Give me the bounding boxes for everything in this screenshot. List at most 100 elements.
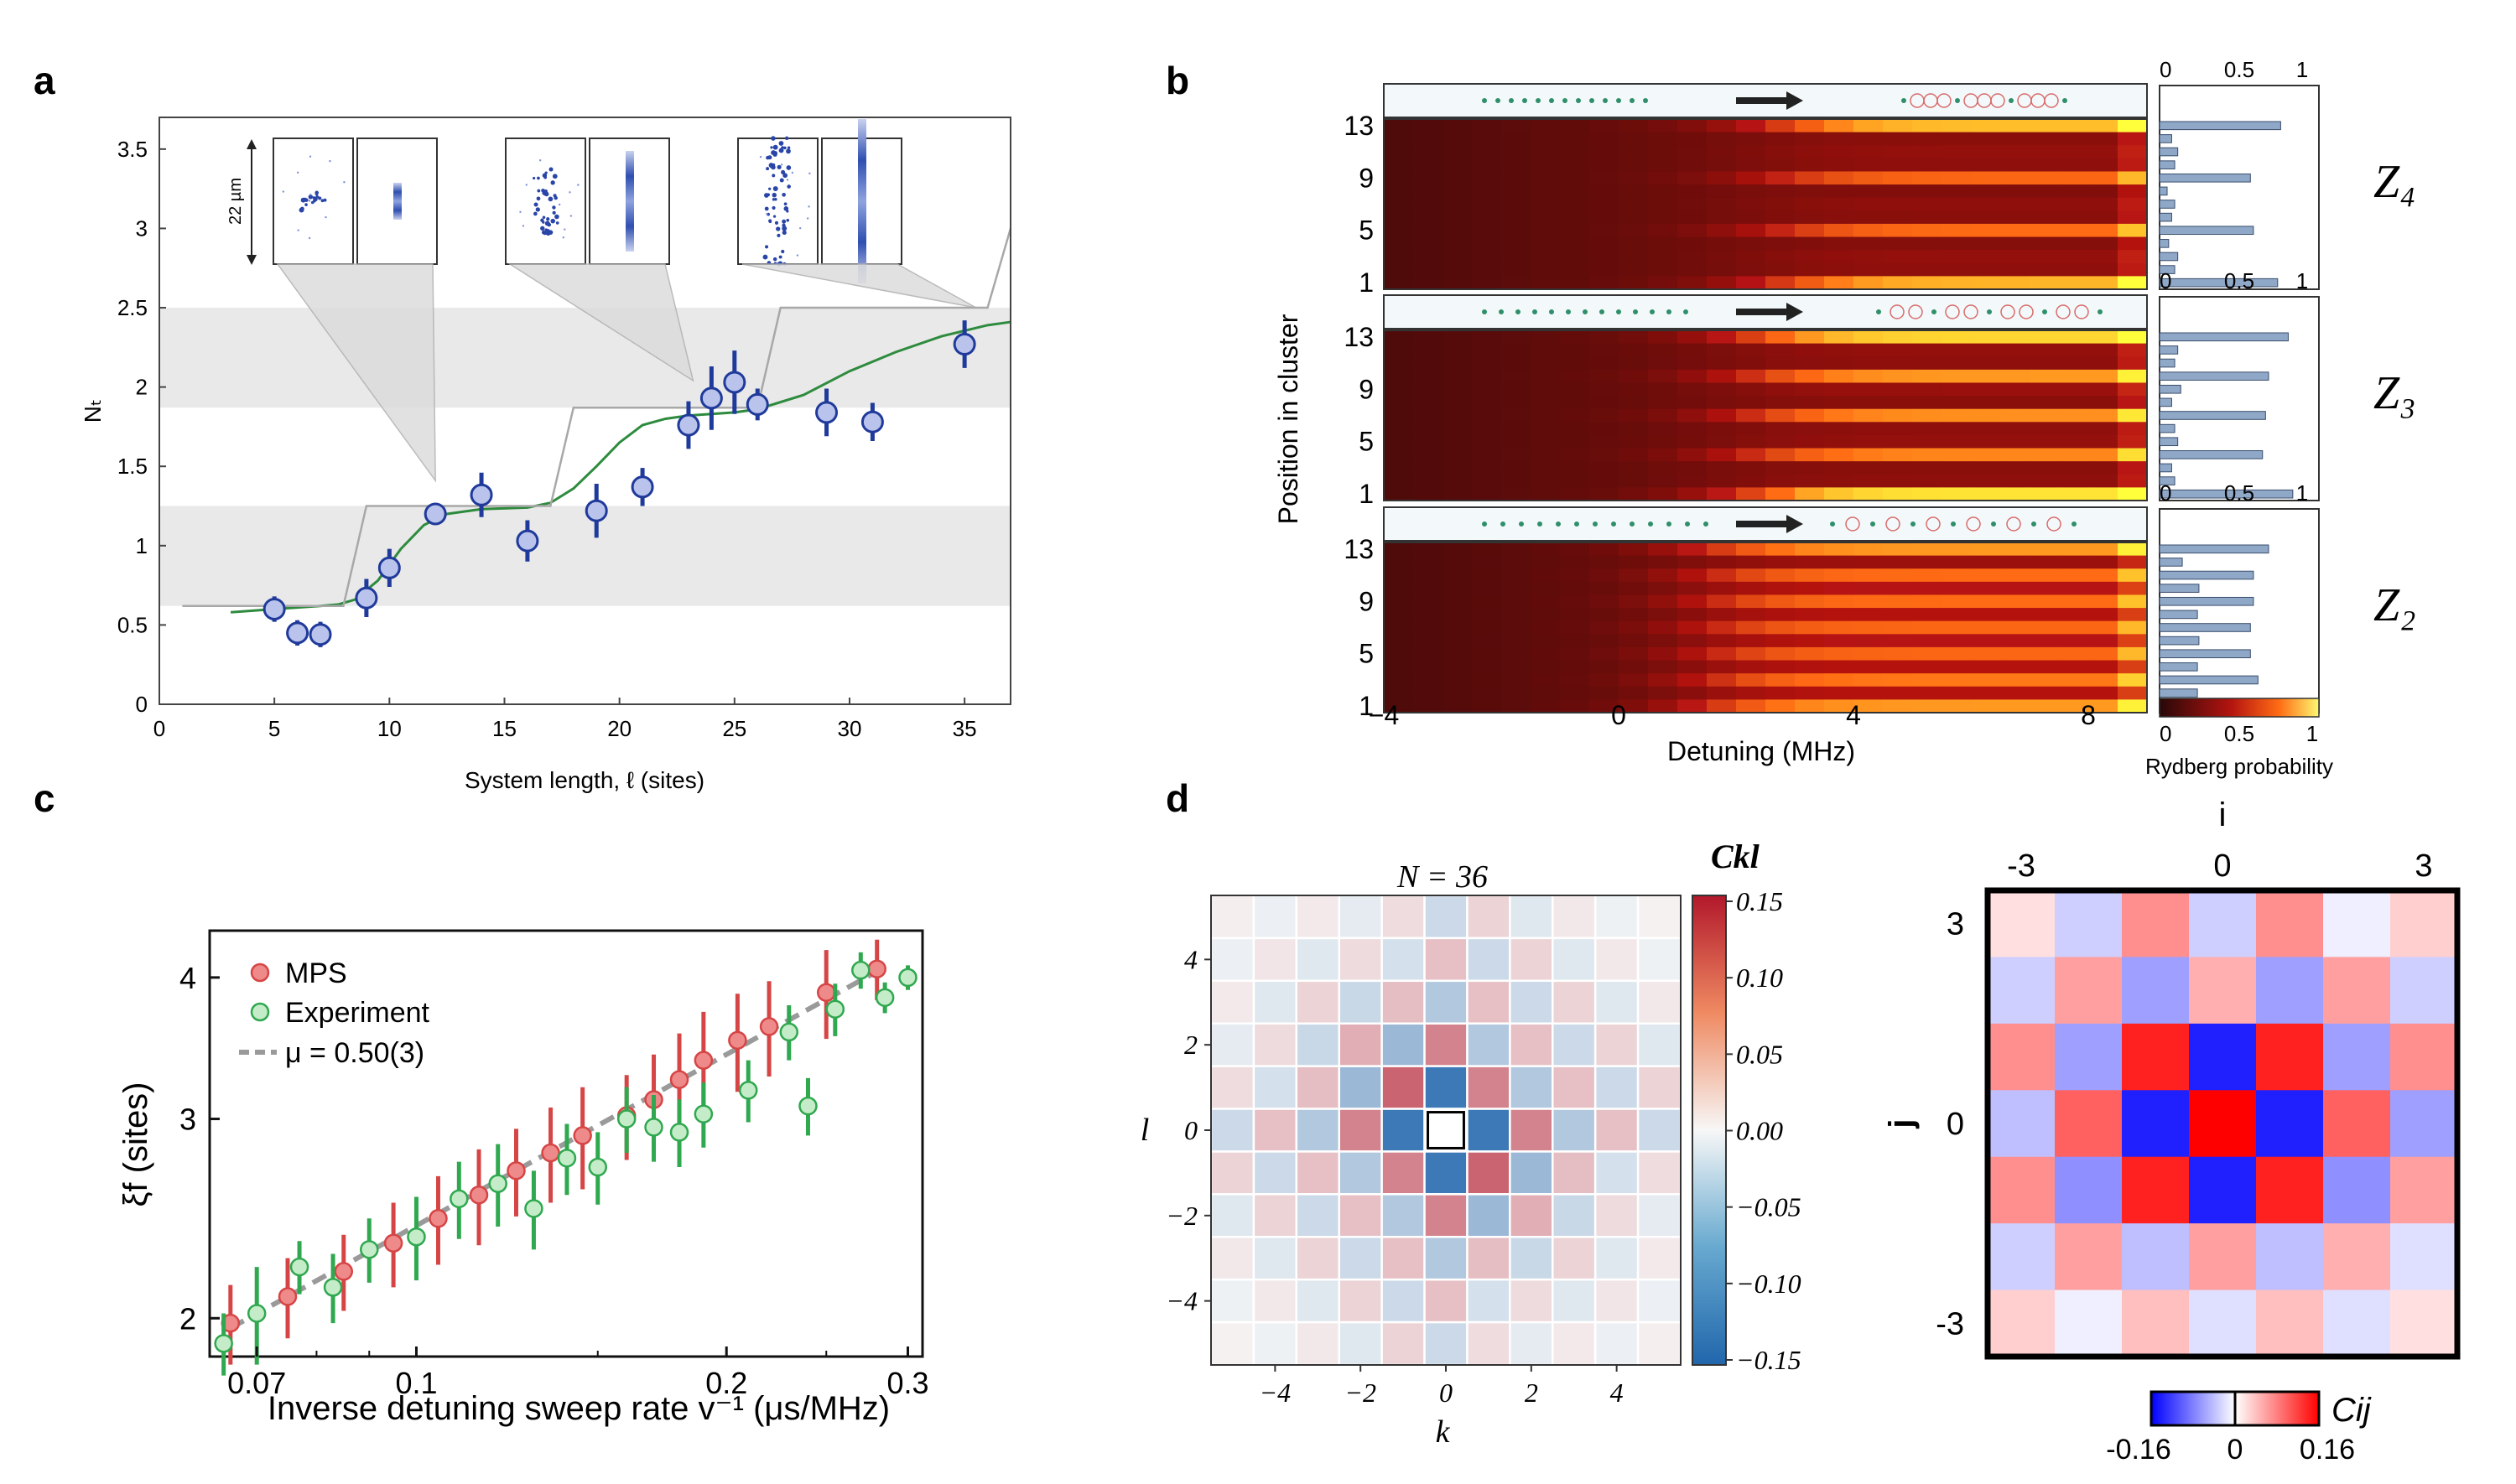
d-right-ytick: 3 (1947, 907, 1964, 942)
b-heatmap-cell (1677, 145, 1708, 159)
b-heatmap-cell (1795, 330, 1825, 345)
b-atom (1532, 309, 1537, 314)
a-inset-atom (522, 225, 525, 227)
b-heatmap-cell (1501, 568, 1531, 583)
d-left-cell (1338, 1108, 1383, 1153)
b-probability-bar (2159, 489, 2294, 499)
b-heatmap-cell (1560, 594, 1590, 609)
b-heatmap-cell (2118, 236, 2148, 251)
b-heatmap-cell (2000, 620, 2030, 635)
b-heatmap-cell (1501, 210, 1531, 225)
b-heatmap-cell (2059, 210, 2089, 225)
a-inset-images: 22 µm (226, 119, 977, 483)
a-ytick-label: 3.5 (117, 137, 148, 162)
b-heatmap-cell (1443, 686, 1473, 700)
b-heatmap-cell (1560, 686, 1590, 700)
a-inset-atom (343, 181, 346, 184)
b-phase-label: Z₃ (2373, 367, 2416, 419)
b-heatmap-cell (1912, 223, 1942, 238)
b-heatmap-cell (1707, 250, 1737, 264)
b-heatmap-cell (1824, 145, 1854, 159)
b-heatmap-cell (1912, 568, 1942, 583)
b-heatmap-cell (2030, 396, 2060, 410)
d-left-cell (1466, 1278, 1511, 1324)
b-heatmap-cell (1384, 184, 1414, 199)
b-atom (1830, 521, 1835, 527)
b-heatmap-cell (1824, 330, 1854, 345)
b-heatmap-cell (1589, 474, 1619, 488)
b-heatmap-cell (1472, 236, 1502, 251)
d-left-cell (1509, 937, 1554, 983)
b-heatmap-cell (1560, 461, 1590, 475)
b-probability-bar (2159, 688, 2198, 698)
b-heatmap-cell (2000, 461, 2030, 475)
a-xtick-label: 15 (492, 716, 517, 741)
b-heatmap-cell (1942, 343, 1972, 357)
b-heatmap-cell (1942, 119, 1972, 133)
b-heatmap-cell (1501, 330, 1531, 345)
b-heatmap-cell (1501, 646, 1531, 662)
c-xtick-label: 0.07 (227, 1366, 286, 1400)
b-heatmap-cell (1853, 369, 1884, 383)
b-heatmap-cell (1795, 250, 1825, 264)
c-experiment-point (616, 1109, 637, 1129)
b-xtick-label: 0 (1611, 700, 1626, 730)
b-heatmap-cell (1853, 262, 1884, 277)
b-heatmap-cell (1736, 343, 1766, 357)
b-heatmap-cell (1384, 686, 1414, 700)
b-heatmap-cell (1853, 620, 1884, 635)
b-heatmap-cell (1883, 474, 1913, 488)
b-heatmap-cell (1589, 408, 1619, 423)
b-heatmap-cell (1384, 673, 1414, 688)
b-ytick-label: 5 (1359, 215, 1374, 246)
d-right-cell (2189, 1156, 2257, 1224)
b-heatmap-cell (1677, 343, 1708, 357)
a-fit-curve (230, 320, 1011, 614)
b-heatmap-cell (1589, 646, 1619, 662)
d-left-cell (1593, 1108, 1640, 1153)
a-inset-atom (782, 219, 787, 224)
b-heatmap-cell (1501, 171, 1531, 185)
b-heatmap-cell (1765, 276, 1796, 290)
b-heatmap-cell (1824, 699, 1854, 713)
b-heatmap-cell (1765, 542, 1796, 557)
d-left-cell (1338, 1150, 1383, 1196)
b-heatmap-cell (1883, 660, 1913, 674)
a-data-point (470, 483, 493, 506)
b-heatmap-cell (1736, 197, 1766, 211)
b-heatmap-cell (2059, 434, 2089, 449)
b-heatmap-cell (1413, 474, 1443, 488)
b-heatmap-cell (1589, 673, 1619, 688)
b-atom (1556, 521, 1561, 527)
a-inset-atom (543, 189, 548, 193)
b-heatmap-cell (1853, 132, 1884, 146)
d-right-cell (2189, 1090, 2257, 1158)
b-heatmap-cell (2118, 555, 2148, 569)
b-heatmap-cell (1883, 542, 1913, 557)
b-excited-ring (2074, 304, 2089, 319)
b-heatmap-cell (2088, 330, 2118, 345)
d-left-cell (1509, 1150, 1554, 1196)
b-ytick-label: 9 (1359, 586, 1374, 616)
d-left-cell (1552, 1108, 1597, 1153)
c-mps-point (694, 1051, 714, 1070)
c-experiment-point (557, 1149, 577, 1168)
b-heatmap-cell (1912, 594, 1942, 609)
b-heatmap-cell (1795, 356, 1825, 371)
b-heatmap-cell (2030, 646, 2060, 662)
b-heatmap-cell (1472, 461, 1502, 475)
a-inset-atom (533, 202, 538, 207)
b-heatmap-cell (1384, 223, 1414, 238)
b-heatmap-cell (1531, 568, 1561, 583)
b-heatmap-cell (1853, 699, 1884, 713)
d-left-cell (1509, 1321, 1554, 1367)
d-left-cell (1423, 1236, 1469, 1281)
b-heatmap-cell (2088, 343, 2118, 357)
b-heatmap-cell (2030, 223, 2060, 238)
b-heatmap-cell (1824, 369, 1854, 383)
b-heatmap-cell (1413, 660, 1443, 674)
b-heatmap-cell (2059, 620, 2089, 635)
c-experiment-point (644, 1118, 663, 1137)
b-heatmap-cell (1648, 620, 1678, 635)
b-heatmap-cell (1413, 594, 1443, 609)
